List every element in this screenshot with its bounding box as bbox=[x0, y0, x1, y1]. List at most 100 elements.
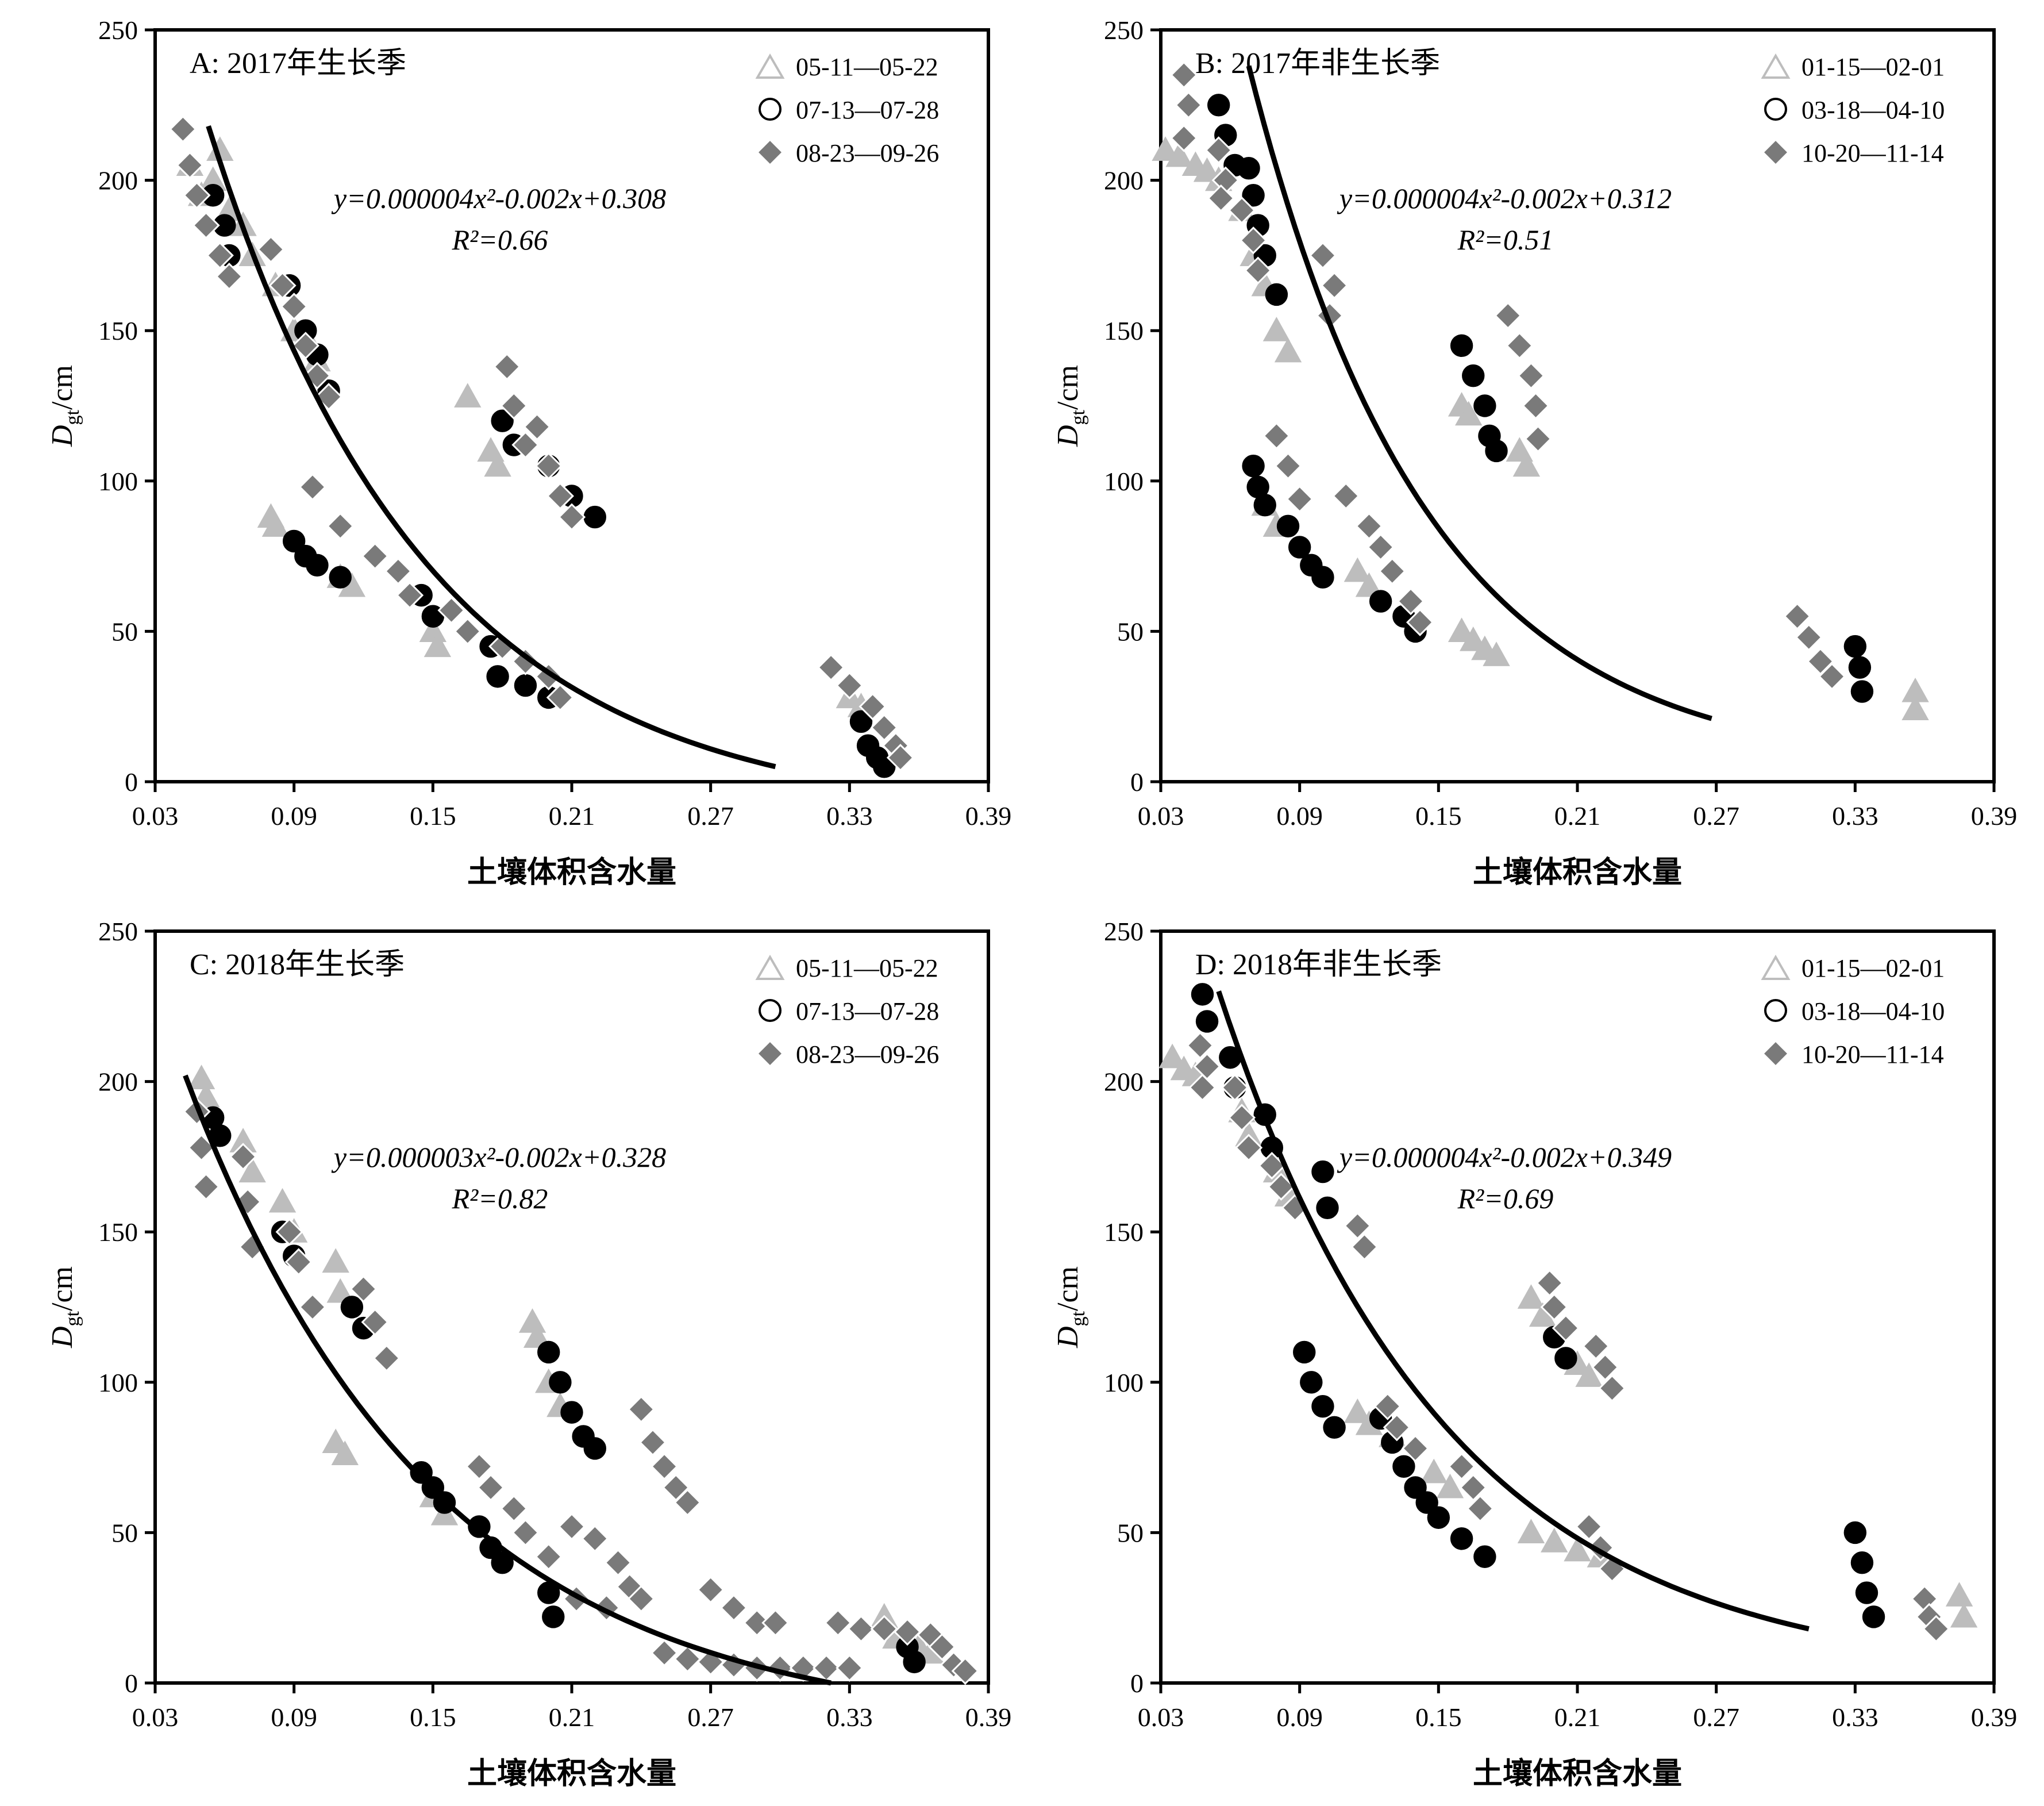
y-tick-label: 150 bbox=[98, 316, 138, 345]
data-point bbox=[192, 211, 220, 240]
data-point bbox=[1466, 1494, 1494, 1523]
data-point bbox=[361, 542, 389, 570]
data-point bbox=[1473, 394, 1496, 417]
data-point bbox=[870, 1615, 898, 1643]
data-point bbox=[650, 1453, 679, 1481]
data-point bbox=[1535, 1269, 1564, 1297]
legend-label: 05-11—05-22 bbox=[796, 53, 938, 81]
data-point bbox=[1522, 391, 1550, 420]
data-point bbox=[1158, 1043, 1186, 1069]
x-tick-label: 0.39 bbox=[965, 1703, 1012, 1732]
data-point bbox=[1332, 482, 1360, 510]
data-point bbox=[1459, 1473, 1487, 1502]
x-axis-title: 土壤体积含水量 bbox=[467, 1757, 676, 1790]
data-point bbox=[1392, 1455, 1415, 1478]
data-point bbox=[817, 654, 845, 682]
data-point bbox=[257, 235, 285, 264]
data-point bbox=[1406, 608, 1434, 636]
chart-panel-a: 0.03 0.09 0.15 0.21 0.27 0.33 0.39 0 50 100 150 200… bbox=[46, 16, 1011, 889]
data-point bbox=[903, 1650, 926, 1674]
data-point bbox=[1795, 623, 1823, 651]
data-point bbox=[534, 452, 563, 480]
data-point bbox=[1506, 332, 1534, 360]
data-point bbox=[743, 1609, 771, 1637]
data-point bbox=[1344, 1398, 1372, 1423]
data-point bbox=[1517, 362, 1545, 390]
data-point bbox=[1843, 635, 1867, 658]
legend-entry: 01-15—02-01 bbox=[1761, 53, 1945, 81]
y-tick-label: 100 bbox=[1104, 467, 1144, 496]
x-tick-label: 0.15 bbox=[1415, 1703, 1462, 1732]
data-point bbox=[1165, 142, 1193, 167]
y-tick-label: 100 bbox=[98, 467, 138, 496]
data-point bbox=[542, 1605, 565, 1628]
x-tick-label: 0.15 bbox=[1415, 801, 1462, 831]
x-tick-label: 0.39 bbox=[1971, 1703, 2018, 1732]
x-tick-label: 0.21 bbox=[1554, 1703, 1601, 1732]
data-point bbox=[1274, 452, 1302, 480]
x-tick-label: 0.03 bbox=[132, 801, 179, 831]
fit-curve bbox=[183, 1074, 832, 1686]
x-tick-label: 0.03 bbox=[132, 1703, 179, 1732]
legend-triangle-icon bbox=[1761, 955, 1791, 980]
data-point bbox=[1193, 157, 1221, 182]
y-axis-title: Dgt/cm bbox=[46, 1266, 83, 1348]
data-point bbox=[1308, 241, 1337, 270]
data-point bbox=[534, 1543, 563, 1571]
x-tick-label: 0.21 bbox=[1554, 801, 1601, 831]
legend-entry: 10-20—11-14 bbox=[1761, 138, 1944, 167]
legend-label: 10-20—11-14 bbox=[1802, 139, 1944, 167]
data-point bbox=[1258, 1151, 1286, 1180]
data-point bbox=[546, 683, 574, 712]
data-point bbox=[1242, 454, 1265, 478]
data-point bbox=[1204, 136, 1233, 164]
x-tick-label: 0.15 bbox=[410, 801, 456, 831]
legend-triangle-icon bbox=[755, 53, 785, 79]
x-tick-label: 0.33 bbox=[1832, 801, 1879, 831]
data-point bbox=[1239, 226, 1268, 255]
data-point bbox=[1420, 1458, 1448, 1484]
data-point bbox=[486, 665, 509, 688]
data-point bbox=[1862, 1605, 1885, 1628]
legend-entry: 07-13—07-28 bbox=[759, 96, 939, 124]
data-point bbox=[1575, 1512, 1603, 1541]
legend-entry: 07-13—07-28 bbox=[759, 997, 939, 1025]
legend-label: 01-15—02-01 bbox=[1802, 954, 1945, 982]
y-tick-label: 0 bbox=[125, 767, 138, 797]
data-point bbox=[1855, 1581, 1879, 1604]
legend-circle-icon bbox=[1764, 98, 1787, 121]
fit-r-squared: R²=0.66 bbox=[452, 224, 548, 256]
data-point bbox=[1355, 512, 1383, 540]
data-point bbox=[1242, 184, 1265, 207]
data-point bbox=[410, 1461, 433, 1484]
data-point bbox=[1311, 566, 1334, 589]
y-tick-label: 250 bbox=[1104, 917, 1144, 946]
data-point bbox=[1265, 283, 1288, 306]
data-point bbox=[1427, 1506, 1450, 1529]
data-point bbox=[546, 482, 574, 510]
legend-entry: 03-18—04-10 bbox=[1764, 96, 1945, 124]
fit-equation: y=0.000004x²-0.002x+0.308 bbox=[331, 182, 666, 214]
x-tick-label: 0.33 bbox=[826, 1703, 873, 1732]
data-point bbox=[1170, 61, 1198, 89]
data-point bbox=[1221, 1073, 1249, 1102]
legend-label: 05-11—05-22 bbox=[796, 954, 938, 982]
data-point bbox=[176, 151, 204, 179]
data-point bbox=[1152, 136, 1179, 161]
legend-entry: 05-11—05-22 bbox=[755, 53, 938, 81]
data-point bbox=[349, 1275, 378, 1303]
data-point bbox=[1448, 617, 1476, 642]
data-point bbox=[870, 713, 898, 741]
data-point bbox=[1415, 1491, 1438, 1514]
data-point bbox=[384, 557, 413, 585]
y-tick-label: 200 bbox=[98, 166, 138, 195]
y-tick-label: 50 bbox=[1117, 1518, 1144, 1547]
data-point bbox=[1175, 91, 1203, 119]
data-point bbox=[1460, 627, 1487, 651]
x-tick-label: 0.15 bbox=[410, 1703, 456, 1732]
legend-label: 03-18—04-10 bbox=[1802, 96, 1945, 124]
legend-diamond-icon bbox=[756, 1039, 784, 1068]
data-point bbox=[1454, 401, 1483, 426]
legend-entry: 08-23—09-26 bbox=[756, 1039, 939, 1069]
